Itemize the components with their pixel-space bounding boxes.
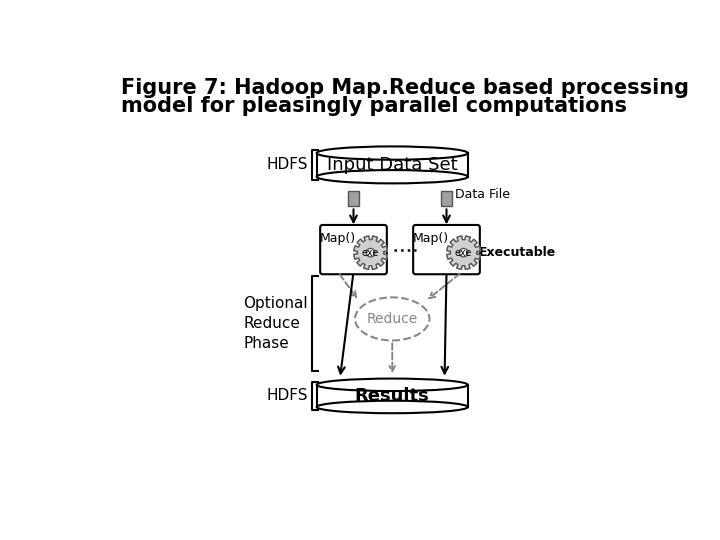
Text: Map(): Map() <box>413 232 449 245</box>
Text: Figure 7: Hadoop Map.Reduce based processing: Figure 7: Hadoop Map.Reduce based proces… <box>121 78 689 98</box>
Text: Input Data Set: Input Data Set <box>327 156 458 174</box>
Ellipse shape <box>317 379 468 391</box>
Bar <box>441 191 452 206</box>
Text: model for pleasingly parallel computations: model for pleasingly parallel computatio… <box>121 96 627 116</box>
Text: Results: Results <box>355 387 430 405</box>
Text: exe: exe <box>455 248 472 258</box>
Ellipse shape <box>366 248 375 257</box>
Polygon shape <box>447 236 480 269</box>
Ellipse shape <box>317 401 468 413</box>
Text: Reduce: Reduce <box>366 312 418 326</box>
Ellipse shape <box>317 146 468 160</box>
Bar <box>348 191 359 206</box>
Bar <box>317 153 468 177</box>
Text: Executable: Executable <box>479 246 557 259</box>
Text: Data File: Data File <box>455 188 510 201</box>
Bar <box>317 385 468 407</box>
Text: Map(): Map() <box>320 232 356 245</box>
Ellipse shape <box>459 248 468 257</box>
FancyBboxPatch shape <box>413 225 480 274</box>
Text: exe: exe <box>362 248 379 258</box>
Ellipse shape <box>355 298 429 340</box>
Polygon shape <box>354 236 387 269</box>
Text: HDFS: HDFS <box>266 157 308 172</box>
FancyBboxPatch shape <box>320 225 387 274</box>
Text: Optional
Reduce
Phase: Optional Reduce Phase <box>243 296 308 350</box>
Ellipse shape <box>317 170 468 184</box>
Text: HDFS: HDFS <box>266 388 308 403</box>
